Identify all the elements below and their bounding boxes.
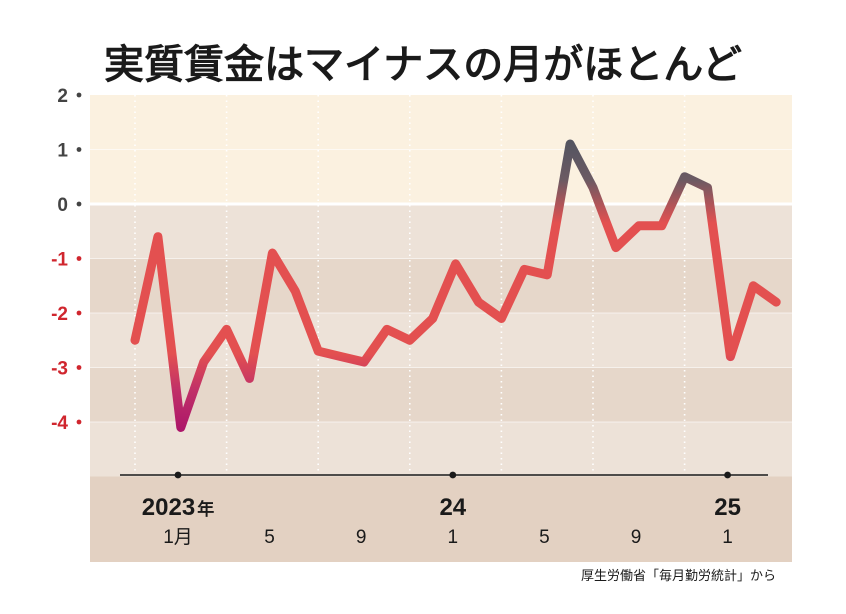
y-tick-label: 2	[57, 86, 68, 107]
x-month-label: 1	[722, 527, 733, 548]
data-point	[131, 336, 139, 344]
x-month-label: 1	[448, 527, 459, 548]
series-line	[130, 139, 781, 432]
y-tick-dot	[76, 92, 82, 98]
data-point	[383, 325, 391, 333]
x-year-label: 24	[439, 494, 466, 521]
x-month-label: 5	[539, 527, 550, 548]
data-point	[452, 260, 460, 268]
data-point	[658, 222, 666, 230]
data-point	[566, 140, 574, 148]
data-point	[291, 287, 299, 295]
x-year-label: 25	[714, 494, 741, 521]
y-tick-dot	[76, 256, 82, 261]
data-point	[406, 336, 414, 344]
y-tick-label: -1	[51, 250, 68, 271]
data-point	[772, 298, 780, 306]
y-tick-label: -2	[51, 304, 68, 325]
data-point	[337, 353, 345, 361]
data-point	[612, 244, 620, 252]
data-point	[429, 314, 437, 322]
data-point	[223, 325, 231, 333]
data-point	[497, 314, 505, 322]
negative-band	[90, 313, 792, 368]
axis-area	[90, 476, 792, 562]
data-point	[314, 347, 322, 355]
x-month-label: 9	[356, 527, 367, 548]
y-tick-label: 1	[57, 141, 68, 162]
data-point	[543, 271, 551, 279]
data-point	[360, 358, 368, 366]
data-point	[704, 184, 712, 192]
plot-background	[90, 95, 792, 562]
year-marker	[449, 471, 457, 479]
y-tick-dot	[76, 419, 82, 425]
data-point	[681, 173, 689, 181]
negative-band	[90, 204, 792, 259]
x-month-label: 9	[631, 527, 642, 548]
chart-title: 実質賃金はマイナスの月がほとんど	[104, 42, 742, 88]
data-point	[589, 184, 597, 192]
y-tick-label: -4	[51, 413, 68, 434]
data-point	[520, 265, 528, 273]
source-note: 厚生労働省「毎月勤労統計」から	[581, 568, 776, 584]
data-point	[154, 233, 162, 241]
y-tick-dot	[76, 365, 82, 370]
y-tick-label: 0	[57, 195, 68, 216]
data-point	[726, 353, 734, 361]
y-tick-dot	[76, 201, 82, 207]
series-layer	[130, 139, 781, 432]
data-point	[177, 423, 185, 431]
year-marker	[174, 471, 182, 479]
negative-band	[90, 422, 792, 477]
y-tick-label: -3	[51, 359, 68, 380]
data-point	[749, 282, 757, 290]
data-point	[475, 298, 483, 306]
y-axis: 2 1 0 -1 -2 -3 -4	[51, 86, 82, 434]
y-tick-dot	[76, 147, 82, 152]
x-month-label: 1月	[163, 527, 193, 548]
data-point	[246, 374, 254, 382]
data-point	[635, 222, 643, 230]
y-tick-dot	[76, 310, 82, 316]
data-point	[200, 358, 208, 366]
year-marker	[724, 471, 731, 479]
x-month-label: 5	[264, 527, 275, 548]
data-point	[268, 249, 276, 257]
negative-band	[90, 367, 792, 423]
